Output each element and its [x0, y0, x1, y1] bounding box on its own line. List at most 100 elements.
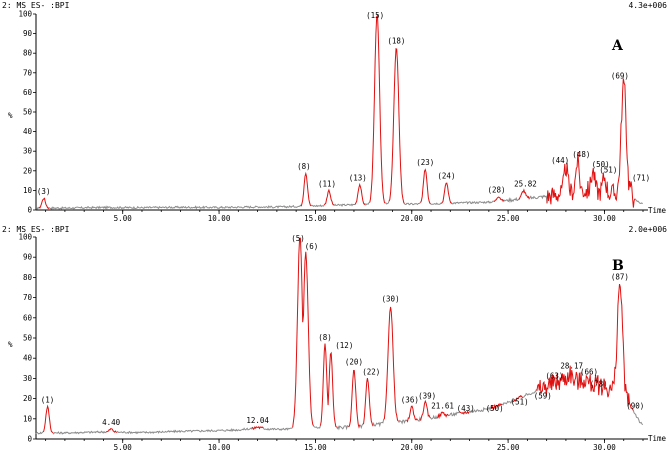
- peak-trace-segment: [518, 188, 530, 200]
- peak-trace-segment: [546, 78, 636, 208]
- peak-label: (8): [297, 162, 311, 171]
- y-tick-label: 70: [23, 293, 33, 302]
- peak-label: (30): [382, 295, 400, 304]
- y-tick-label: 60: [23, 88, 33, 97]
- peak-label: (24): [437, 172, 455, 181]
- y-tick-label: 80: [23, 49, 33, 58]
- baseline-trace-segment: [52, 430, 107, 435]
- peak-label: (36): [401, 396, 419, 405]
- peak-trace-segment: [252, 425, 264, 430]
- peak-label: 12.04: [246, 416, 269, 425]
- peak-label: (87): [611, 272, 629, 281]
- baseline-trace-segment: [417, 416, 422, 422]
- panel-letter: B: [612, 258, 624, 274]
- baseline-trace-segment: [632, 410, 644, 426]
- peak-label: (13): [349, 174, 367, 183]
- x-tick-label: 25.00: [497, 443, 520, 451]
- peak-trace-segment: [420, 399, 431, 421]
- y-tick-label: 20: [23, 394, 33, 403]
- panel-letter: A: [611, 38, 624, 54]
- panel-header-right: 4.3e+006: [628, 1, 667, 10]
- peak-label: 28.17: [560, 361, 583, 370]
- peak-trace-segment: [512, 394, 524, 403]
- baseline-trace-segment: [35, 206, 40, 210]
- x-tick-label: 20.00: [400, 214, 423, 223]
- y-tick-label: 70: [23, 68, 33, 77]
- y-axis-label: %: [8, 340, 13, 349]
- peak-trace-segment: [323, 188, 335, 206]
- y-tick-label: 100: [18, 233, 32, 242]
- peak-label: 4.40: [102, 418, 121, 427]
- peak-trace-segment: [42, 404, 54, 434]
- peak-label: (59): [534, 392, 552, 401]
- peak-trace-segment: [493, 196, 505, 203]
- y-tick-label: 0: [27, 206, 32, 215]
- peak-trace-segment: [319, 343, 337, 428]
- peak-trace-segment: [292, 237, 314, 428]
- peak-label: (15): [366, 11, 384, 20]
- peak-trace-segment: [440, 182, 453, 205]
- baseline-trace-segment: [452, 200, 495, 205]
- baseline-trace-segment: [336, 424, 350, 431]
- peak-label: (43): [457, 404, 475, 413]
- peak-trace-segment: [369, 13, 386, 204]
- peak-label: (90): [626, 402, 644, 411]
- peak-trace-segment: [420, 168, 431, 205]
- peak-trace-segment: [388, 48, 405, 204]
- baseline-trace-segment: [359, 423, 364, 430]
- baseline-trace-segment: [364, 201, 370, 206]
- baseline-trace-segment: [430, 414, 438, 420]
- peak-label: (6): [305, 242, 319, 251]
- y-tick-label: 10: [23, 186, 33, 195]
- y-tick-label: 40: [23, 354, 33, 363]
- x-tick-label: 30.00: [593, 214, 616, 223]
- baseline-trace-segment: [634, 198, 643, 205]
- peak-label: (22): [362, 367, 380, 376]
- peak-trace-segment: [383, 306, 399, 422]
- peak-label: (48): [572, 150, 590, 159]
- y-tick-label: 50: [23, 108, 33, 117]
- baseline-trace-segment: [372, 419, 385, 428]
- peak-label: 21.61: [431, 402, 454, 411]
- x-tick-label: 20.00: [400, 443, 423, 451]
- peak-label: (69): [611, 72, 629, 81]
- y-tick-label: 80: [23, 273, 33, 282]
- y-tick-label: 100: [18, 10, 32, 19]
- baseline-trace-segment: [35, 431, 44, 435]
- x-tick-label: 15.00: [304, 214, 327, 223]
- baseline-trace-segment: [333, 203, 356, 208]
- baseline-trace-segment: [503, 196, 519, 204]
- baseline-trace-segment: [468, 406, 492, 414]
- panel-header-left: 2: MS ES- :BPI: [2, 1, 70, 10]
- y-tick-label: 90: [23, 253, 33, 262]
- peak-label: (12): [335, 341, 353, 350]
- peak-label: (71): [632, 174, 650, 183]
- x-axis-label: Time: [648, 206, 667, 215]
- peak-label: (3): [37, 187, 51, 196]
- peak-trace-segment: [459, 410, 470, 415]
- peak-label: (28): [488, 185, 506, 194]
- baseline-trace-segment: [448, 411, 460, 417]
- peak-label: (63): [545, 371, 563, 380]
- baseline-trace-segment: [313, 425, 321, 429]
- peak-trace-segment: [348, 369, 361, 429]
- peak-label: (66): [580, 367, 598, 376]
- peak-label: (23): [416, 158, 434, 167]
- baseline-trace-segment: [430, 202, 442, 205]
- y-tick-label: 20: [23, 166, 33, 175]
- peak-label: (1): [41, 396, 55, 405]
- baseline-trace-segment: [501, 397, 514, 406]
- y-tick-label: 50: [23, 334, 33, 343]
- peak-trace-segment: [406, 405, 418, 423]
- x-tick-label: 15.00: [304, 443, 327, 451]
- peak-trace-segment: [105, 428, 118, 433]
- baseline-trace-segment: [385, 201, 390, 205]
- peak-label: (20): [345, 357, 363, 366]
- x-tick-label: 25.00: [497, 214, 520, 223]
- panel-header-right: 2.0e+006: [628, 225, 667, 234]
- peak-trace-segment: [354, 182, 366, 206]
- x-axis-label: Time: [648, 434, 667, 443]
- baseline-trace-segment: [48, 204, 302, 210]
- peak-trace-segment: [437, 411, 449, 420]
